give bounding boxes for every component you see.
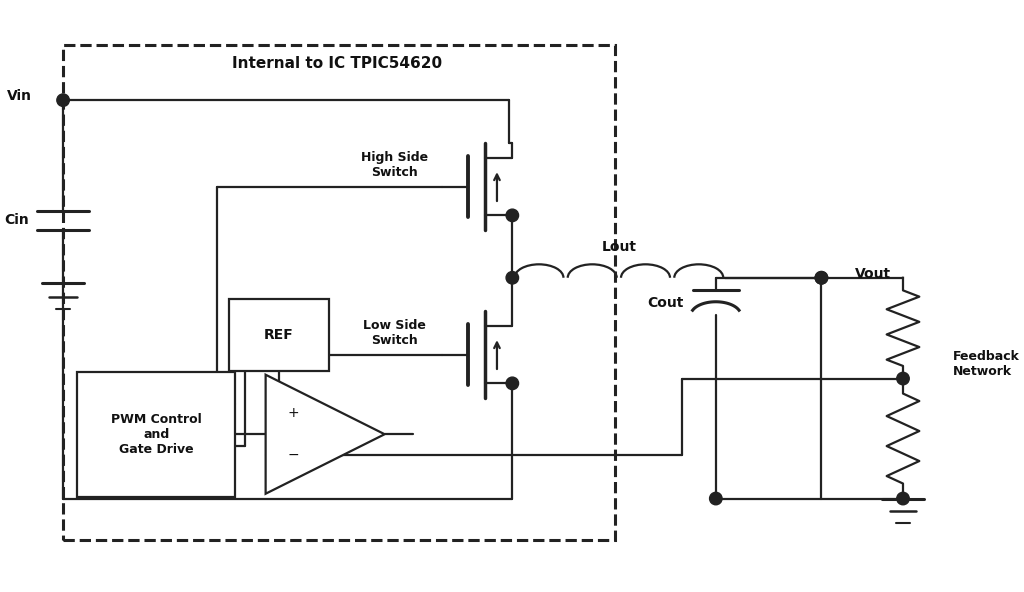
Text: Cout: Cout xyxy=(648,296,684,310)
Text: PWM Control
and
Gate Drive: PWM Control and Gate Drive xyxy=(111,413,202,456)
Text: +: + xyxy=(288,406,299,420)
Text: Vin: Vin xyxy=(7,89,33,104)
Circle shape xyxy=(506,209,518,221)
Circle shape xyxy=(815,272,827,284)
Circle shape xyxy=(57,94,70,107)
Text: Internal to IC TPIC54620: Internal to IC TPIC54620 xyxy=(231,56,441,71)
Text: Feedback
Network: Feedback Network xyxy=(953,350,1020,378)
Text: Vout: Vout xyxy=(855,267,891,281)
Polygon shape xyxy=(265,375,385,494)
FancyBboxPatch shape xyxy=(228,300,330,371)
Circle shape xyxy=(506,377,518,390)
Circle shape xyxy=(710,493,722,505)
Text: Cin: Cin xyxy=(5,213,30,227)
Circle shape xyxy=(897,493,909,505)
Circle shape xyxy=(815,272,827,284)
Circle shape xyxy=(897,372,909,385)
Text: −: − xyxy=(288,448,299,462)
Text: Lout: Lout xyxy=(601,240,636,254)
Text: REF: REF xyxy=(264,329,294,342)
Text: High Side
Switch: High Side Switch xyxy=(360,152,428,179)
FancyBboxPatch shape xyxy=(77,372,236,497)
Text: Low Side
Switch: Low Side Switch xyxy=(362,320,426,348)
Circle shape xyxy=(506,272,518,284)
